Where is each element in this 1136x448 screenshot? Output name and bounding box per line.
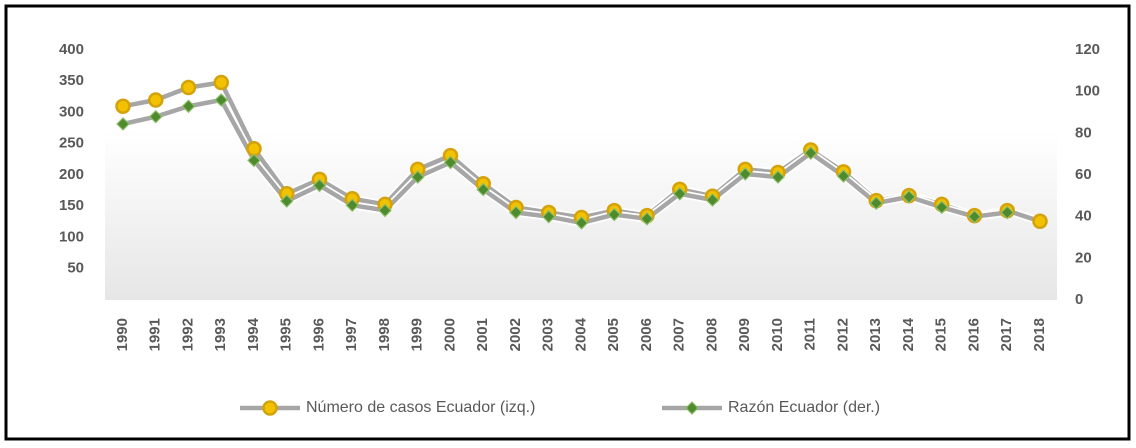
marker xyxy=(541,209,556,224)
y2-tick-label: 0 xyxy=(1075,291,1083,308)
x-tick-label: 2001 xyxy=(474,318,491,351)
marker xyxy=(116,117,130,131)
x-tick-label: 1992 xyxy=(179,318,196,351)
marker xyxy=(345,198,360,213)
marker xyxy=(378,203,392,218)
x-tick-label: 1995 xyxy=(278,318,295,351)
x-tick-label: 1991 xyxy=(147,318,164,351)
x-tick-label: 2007 xyxy=(671,318,688,351)
marker xyxy=(148,109,163,124)
marker xyxy=(443,155,458,170)
y2-tick-label: 20 xyxy=(1075,249,1092,266)
x-tick-label: 2013 xyxy=(867,318,884,351)
x-tick-label: 2012 xyxy=(834,318,851,351)
x-tick-label: 1990 xyxy=(114,318,131,351)
marker xyxy=(509,205,523,220)
x-tick-label: 1996 xyxy=(310,318,327,351)
y-tick-label: 250 xyxy=(59,135,84,152)
y2-tick-label: 60 xyxy=(1075,166,1092,183)
x-tick-label: 1999 xyxy=(409,318,426,351)
y2-tick-label: 80 xyxy=(1075,124,1092,141)
series-line xyxy=(122,97,1008,226)
marker xyxy=(410,170,425,184)
marker xyxy=(934,200,949,215)
x-tick-label: 2018 xyxy=(1031,318,1048,351)
x-tick-label: 2017 xyxy=(998,318,1015,351)
marker xyxy=(214,93,229,107)
marker xyxy=(738,167,753,181)
marker xyxy=(902,190,916,204)
marker xyxy=(836,169,851,183)
y-tick-label: 50 xyxy=(67,260,84,277)
x-tick-label: 2008 xyxy=(703,318,720,351)
marker xyxy=(476,182,491,197)
marker xyxy=(262,400,278,416)
x-tick-label: 2002 xyxy=(507,318,524,351)
marker xyxy=(1000,205,1015,220)
x-tick-label: 1998 xyxy=(376,318,393,351)
x-tick-label: 2000 xyxy=(441,318,458,351)
marker xyxy=(247,153,261,168)
marker xyxy=(705,193,720,207)
marker xyxy=(213,74,229,91)
y-tick-label: 150 xyxy=(59,197,84,214)
marker xyxy=(180,79,197,96)
marker xyxy=(312,178,327,193)
x-tick-label: 2016 xyxy=(965,318,982,351)
x-tick-label: 1997 xyxy=(343,318,360,351)
y2-tick-label: 120 xyxy=(1075,41,1100,58)
marker xyxy=(574,216,589,230)
marker xyxy=(685,401,699,415)
y-tick-label: 400 xyxy=(59,41,84,58)
marker xyxy=(640,211,654,226)
x-tick-label: 2004 xyxy=(572,317,589,351)
legend-label: Número de casos Ecuador (izq.) xyxy=(306,399,535,416)
x-tick-label: 2014 xyxy=(900,317,917,351)
x-tick-label: 2009 xyxy=(736,318,753,351)
y2-tick-label: 100 xyxy=(1075,83,1100,100)
marker xyxy=(148,92,164,108)
marker xyxy=(803,146,818,160)
x-tick-label: 2010 xyxy=(769,318,786,351)
marker xyxy=(181,99,196,114)
marker xyxy=(967,209,982,224)
y-tick-label: 300 xyxy=(59,103,84,120)
marker xyxy=(771,170,785,184)
y-tick-label: 200 xyxy=(59,166,84,183)
marker xyxy=(279,194,294,208)
x-tick-label: 1993 xyxy=(212,318,229,351)
x-tick-label: 2003 xyxy=(540,318,557,351)
legend-label: Razón Ecuador (der.) xyxy=(728,399,880,416)
marker xyxy=(1032,213,1048,229)
y-tick-label: 350 xyxy=(59,72,84,89)
x-tick-label: 2006 xyxy=(638,318,655,351)
marker xyxy=(869,196,884,210)
x-tick-label: 2011 xyxy=(802,318,819,351)
marker xyxy=(607,207,622,222)
y-tick-label: 100 xyxy=(59,228,84,245)
marker xyxy=(672,186,687,201)
marker xyxy=(115,98,131,114)
x-tick-label: 2005 xyxy=(605,318,622,351)
marker xyxy=(246,141,262,157)
y2-tick-label: 40 xyxy=(1075,208,1092,225)
x-tick-label: 2015 xyxy=(933,318,950,351)
x-tick-label: 1994 xyxy=(245,317,262,351)
